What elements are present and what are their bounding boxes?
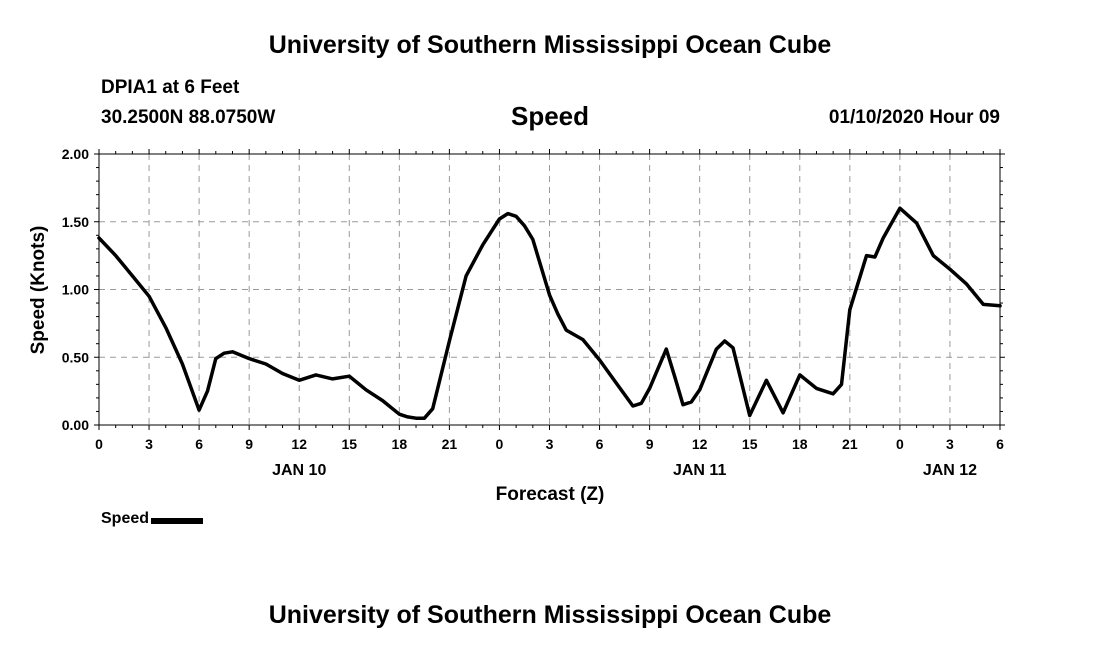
tick-labels: 0 3 6 9 12 15 18 21 0 3 6 9 12 15 18 21 0 3 6 0.00 0.50 1.00 1…	[62, 146, 1004, 479]
y-tick-label: 0.00	[62, 417, 89, 433]
chart-title: Speed	[510, 101, 590, 131]
x-tick-label: 21	[842, 436, 858, 452]
x-tick-label: 9	[245, 436, 253, 452]
x-tick-label: 0	[496, 436, 504, 452]
x-tick-label: 15	[742, 436, 758, 452]
legend-label: Speed	[101, 510, 150, 527]
x-tick-label: 12	[692, 436, 708, 452]
footer-title: University of Southern Mississippi Ocean…	[268, 601, 832, 629]
main-title: University of Southern Mississippi Ocean…	[268, 31, 832, 59]
y-tick-label: 0.50	[62, 349, 89, 365]
x-tick-label: 15	[341, 436, 357, 452]
x-tick-label: 6	[996, 436, 1004, 452]
x-tick-label: 3	[145, 436, 153, 452]
x-tick-label: 18	[792, 436, 808, 452]
legend: Speed	[101, 510, 204, 528]
x-tick-label: 3	[946, 436, 954, 452]
day-label: JAN 11	[673, 462, 726, 479]
y-tick-label: 2.00	[62, 146, 89, 162]
x-axis-label: Forecast (Z)	[496, 484, 605, 505]
x-tick-label: 0	[896, 436, 904, 452]
y-axis-label: Speed (Knots)	[28, 226, 49, 355]
day-label: JAN 10	[272, 462, 326, 479]
x-tick-label: 6	[596, 436, 604, 452]
axis-ticks	[94, 149, 1005, 430]
datetime-label: 01/10/2020 Hour 09	[828, 107, 1000, 128]
x-tick-label: 9	[646, 436, 654, 452]
grid	[99, 154, 1000, 425]
station-label: DPIA1 at 6 Feet	[101, 77, 240, 98]
coordinates-label: 30.2500N 88.0750W	[101, 107, 276, 128]
y-tick-label: 1.50	[62, 214, 89, 230]
speed-series-line	[97, 206, 1002, 420]
x-tick-label: 6	[195, 436, 203, 452]
y-tick-label: 1.00	[62, 282, 89, 298]
legend-swatch	[151, 517, 204, 524]
x-tick-label: 18	[392, 436, 408, 452]
x-tick-label: 21	[442, 436, 458, 452]
x-tick-label: 12	[291, 436, 307, 452]
x-tick-label: 3	[546, 436, 554, 452]
x-tick-label: 0	[95, 436, 103, 452]
day-label: JAN 12	[923, 462, 977, 479]
